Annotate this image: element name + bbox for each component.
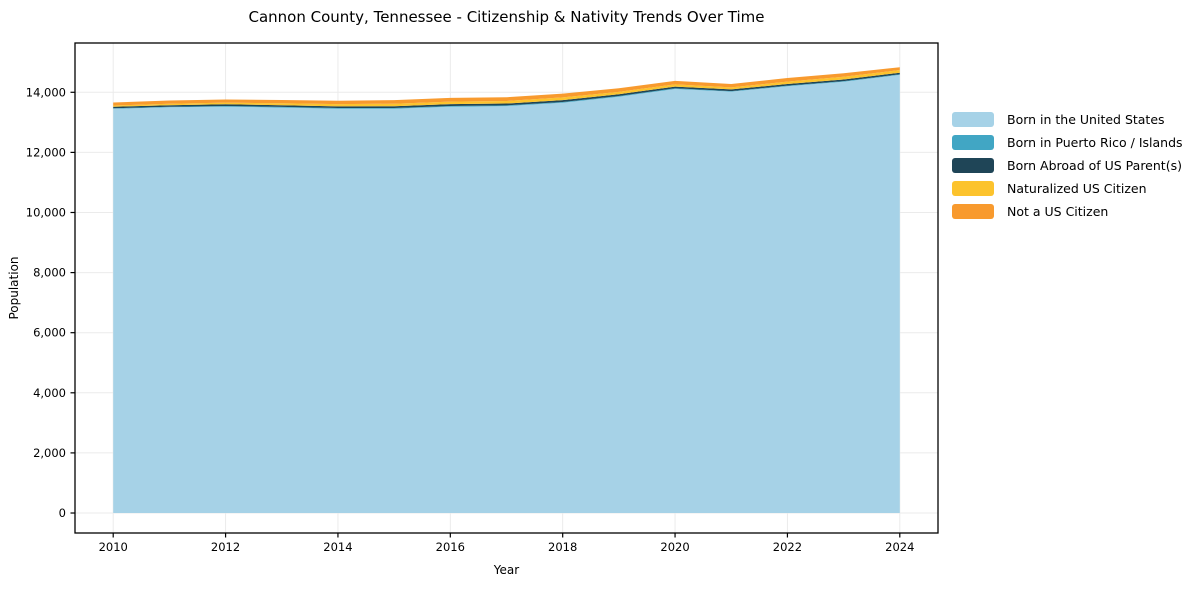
legend-label-born-abroad-of-us-parent-s: Born Abroad of US Parent(s) <box>1007 158 1182 173</box>
x-tick-label: 2018 <box>548 540 577 554</box>
chart-title: Cannon County, Tennessee - Citizenship &… <box>248 8 765 26</box>
legend-swatch-born-in-the-united-states <box>952 112 994 127</box>
y-tick-label: 14,000 <box>26 85 66 99</box>
legend-label-born-in-the-united-states: Born in the United States <box>1007 112 1165 127</box>
legend: Born in the United States Born in Puerto … <box>952 108 1183 223</box>
y-tick-label: 0 <box>59 506 66 520</box>
legend-item-born-in-puerto-rico-islands: Born in Puerto Rico / Islands <box>952 131 1183 154</box>
x-tick-label: 2022 <box>773 540 802 554</box>
x-axis-label: Year <box>493 563 520 577</box>
area-series-not-a-us-citizen <box>113 67 900 106</box>
area-series-born-in-the-united-states <box>113 74 900 514</box>
legend-item-born-abroad-of-us-parent-s: Born Abroad of US Parent(s) <box>952 154 1183 177</box>
legend-swatch-born-in-puerto-rico-islands <box>952 135 994 150</box>
legend-swatch-not-a-us-citizen <box>952 204 994 219</box>
x-tick-label: 2010 <box>99 540 128 554</box>
legend-label-naturalized-us-citizen: Naturalized US Citizen <box>1007 181 1147 196</box>
legend-swatch-naturalized-us-citizen <box>952 181 994 196</box>
y-tick-label: 12,000 <box>26 145 66 159</box>
legend-item-naturalized-us-citizen: Naturalized US Citizen <box>952 177 1183 200</box>
x-tick-label: 2024 <box>885 540 914 554</box>
y-tick-label: 8,000 <box>33 266 66 280</box>
legend-swatch-born-abroad-of-us-parent-s <box>952 158 994 173</box>
x-tick-label: 2012 <box>211 540 240 554</box>
y-tick-label: 4,000 <box>33 386 66 400</box>
plot-border <box>74 42 939 534</box>
y-tick-label: 6,000 <box>33 326 66 340</box>
y-tick-label: 2,000 <box>33 446 66 460</box>
x-tick-label: 2020 <box>660 540 689 554</box>
x-tick-label: 2014 <box>323 540 352 554</box>
y-tick-label: 10,000 <box>26 205 66 219</box>
legend-item-not-a-us-citizen: Not a US Citizen <box>952 200 1183 223</box>
y-axis-label: Population <box>7 256 21 320</box>
legend-item-born-in-the-united-states: Born in the United States <box>952 108 1183 131</box>
x-tick-label: 2016 <box>436 540 465 554</box>
legend-label-born-in-puerto-rico-islands: Born in Puerto Rico / Islands <box>1007 135 1183 150</box>
legend-label-not-a-us-citizen: Not a US Citizen <box>1007 204 1109 219</box>
